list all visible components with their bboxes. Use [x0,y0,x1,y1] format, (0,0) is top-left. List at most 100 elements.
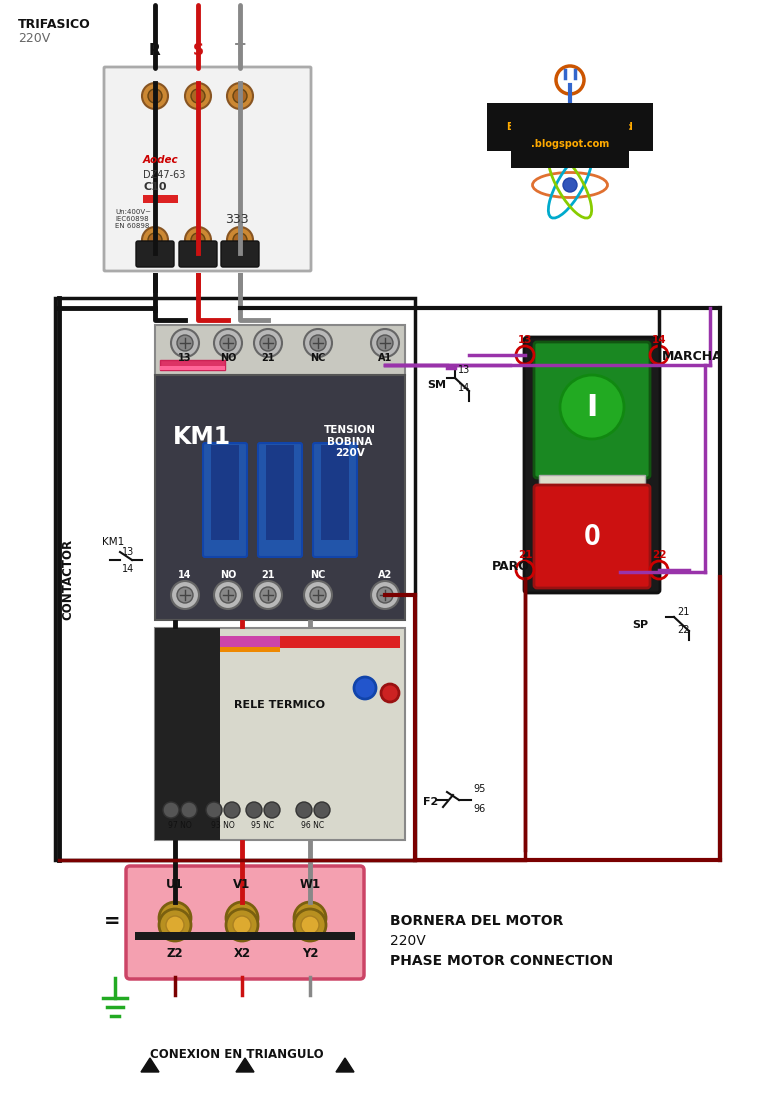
Polygon shape [141,1058,159,1072]
Text: 21: 21 [261,570,275,580]
Text: 95 NC: 95 NC [252,821,274,830]
Text: 13: 13 [458,365,470,375]
FancyBboxPatch shape [258,442,302,557]
Text: RELE TERMICO: RELE TERMICO [235,700,325,710]
Circle shape [181,802,197,818]
Circle shape [148,233,162,247]
FancyBboxPatch shape [143,195,178,203]
FancyBboxPatch shape [534,485,650,588]
Circle shape [377,587,393,603]
Text: U1: U1 [166,878,184,891]
FancyBboxPatch shape [160,366,225,370]
Text: 96: 96 [473,804,485,814]
Text: CONEXION EN TRIANGULO: CONEXION EN TRIANGULO [150,1048,324,1061]
Text: 13: 13 [122,547,135,557]
Bar [135,932,355,940]
Circle shape [166,916,184,934]
Circle shape [310,587,326,603]
Circle shape [177,587,193,603]
Text: SM: SM [427,380,446,390]
Text: PHASE MOTOR CONNECTION: PHASE MOTOR CONNECTION [390,954,613,968]
Text: MARCHA: MARCHA [662,350,723,363]
Text: 96 NC: 96 NC [302,821,325,830]
Text: F2: F2 [423,797,439,807]
Circle shape [171,581,199,609]
Circle shape [226,902,258,934]
Text: TRIFASICO: TRIFASICO [18,18,90,31]
Circle shape [227,83,253,109]
FancyBboxPatch shape [266,445,294,540]
Circle shape [301,909,319,927]
Text: I: I [586,393,597,421]
Circle shape [171,329,199,357]
Text: KM1: KM1 [173,425,231,449]
Circle shape [191,233,205,247]
Text: Y2: Y2 [302,947,318,960]
Text: 22: 22 [677,625,689,635]
Text: 93 NO: 93 NO [211,821,235,830]
Text: NC: NC [310,570,326,580]
Circle shape [294,909,326,942]
Circle shape [381,684,399,702]
Text: NC: NC [310,353,326,363]
Circle shape [214,329,242,357]
Text: EsquemasyElectricidad: EsquemasyElectricidad [507,122,633,132]
Text: 220V: 220V [390,934,426,948]
Circle shape [227,227,253,253]
FancyBboxPatch shape [155,325,405,375]
Text: KM1: KM1 [102,537,124,547]
Bar [160,635,280,648]
Text: 22: 22 [652,550,667,560]
FancyBboxPatch shape [155,628,405,840]
FancyBboxPatch shape [534,342,650,478]
Circle shape [233,909,251,927]
Circle shape [163,802,179,818]
FancyBboxPatch shape [321,445,349,540]
Text: 14: 14 [122,564,135,574]
Text: O: O [584,523,600,551]
Text: TENSION
BOBINA
220V: TENSION BOBINA 220V [324,425,376,458]
Text: 21: 21 [677,607,689,617]
Text: R: R [149,43,161,58]
FancyBboxPatch shape [211,445,239,540]
Text: PARO: PARO [492,560,530,573]
Text: NO: NO [220,353,236,363]
Circle shape [185,83,211,109]
FancyBboxPatch shape [221,241,259,267]
Bar [539,475,645,487]
Text: C10: C10 [143,182,166,192]
Circle shape [166,909,184,927]
Circle shape [264,802,280,818]
Circle shape [220,335,236,352]
FancyBboxPatch shape [136,241,174,267]
Circle shape [233,233,247,247]
Circle shape [377,335,393,352]
FancyBboxPatch shape [126,866,364,979]
Text: 333: 333 [225,213,249,226]
Circle shape [214,581,242,609]
Text: 13: 13 [518,335,532,345]
Text: SP: SP [632,620,648,630]
Circle shape [254,581,282,609]
Text: 97 NO: 97 NO [168,821,192,830]
Circle shape [254,329,282,357]
Circle shape [296,802,312,818]
Text: S: S [192,43,204,58]
Text: Un:400V~
IEC60898
EN 60898: Un:400V~ IEC60898 EN 60898 [115,208,151,228]
Text: .blogspot.com: .blogspot.com [531,139,609,149]
FancyBboxPatch shape [203,442,247,557]
Text: 95: 95 [473,784,486,794]
Text: 220V: 220V [18,32,50,45]
Circle shape [260,587,276,603]
Text: 14: 14 [651,335,667,345]
Circle shape [304,581,332,609]
Text: T: T [235,43,245,58]
Text: Z2: Z2 [166,947,183,960]
Circle shape [191,89,205,103]
Circle shape [371,329,399,357]
Text: 21: 21 [518,550,532,560]
Circle shape [220,587,236,603]
FancyBboxPatch shape [155,628,220,840]
Text: 14: 14 [179,570,192,580]
FancyBboxPatch shape [313,442,357,557]
